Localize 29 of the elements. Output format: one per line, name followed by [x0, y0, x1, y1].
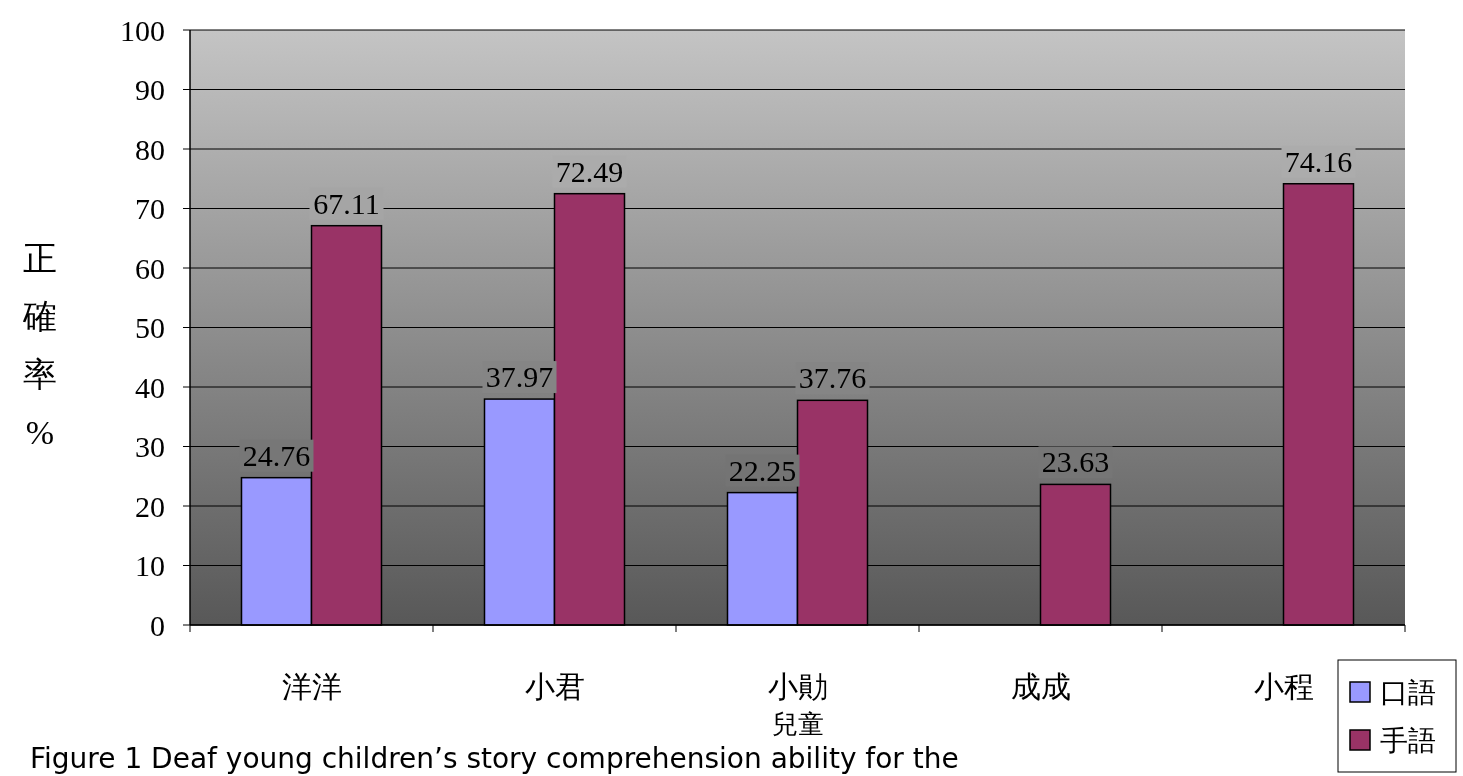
data-label: 37.97 — [485, 360, 554, 394]
y-tick-label: 70 — [135, 192, 165, 225]
legend-label: 手語 — [1380, 723, 1436, 757]
y-tick-label: 40 — [135, 370, 165, 404]
data-label: 37.76 — [798, 361, 867, 395]
data-label: 72.49 — [555, 154, 624, 188]
y-axis-title: 正確率% — [22, 240, 57, 451]
x-tick-label: 小程 — [1253, 669, 1314, 704]
legend-label: 口語 — [1380, 675, 1436, 709]
y-tick-label: 90 — [135, 73, 165, 106]
y-tick-label: 60 — [135, 251, 165, 285]
data-label: 24.76 — [242, 438, 311, 472]
data-label: 23.63 — [1041, 445, 1110, 479]
x-tick-label: 洋洋 — [281, 669, 342, 704]
y-tick-label: 100 — [120, 13, 165, 47]
x-axis-title: 兒童 — [771, 709, 824, 739]
x-tick-label: 小君 — [524, 669, 585, 704]
data-label: 22.25 — [728, 453, 797, 487]
x-tick-label: 成成 — [1010, 669, 1071, 704]
y-tick-label: 0 — [150, 608, 165, 642]
y-tick-label: 80 — [135, 132, 165, 166]
data-label: 67.11 — [313, 186, 380, 220]
caption: Figure 1 Deaf young children’s story comprehension ability for the — [30, 742, 959, 775]
y-tick-label: 10 — [135, 549, 165, 582]
y-tick-label: 50 — [135, 311, 165, 344]
y-tick-label: 20 — [135, 489, 165, 523]
data-label: 74.16 — [1284, 144, 1353, 178]
y-tick-label: 30 — [135, 430, 165, 463]
x-tick-label: 小勛 — [767, 669, 828, 704]
